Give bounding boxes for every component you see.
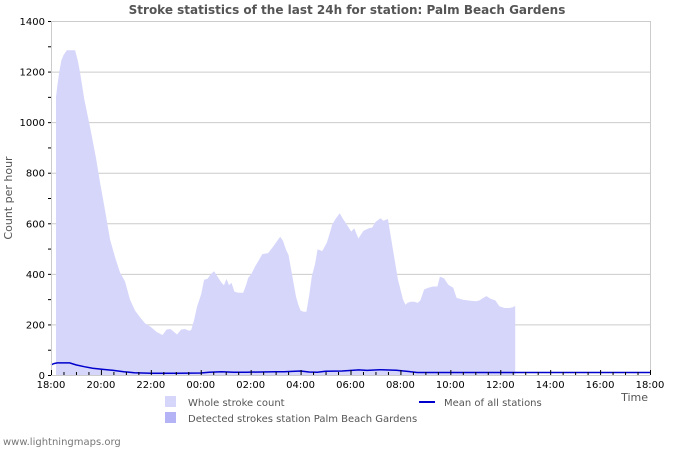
x-axis-title: Time bbox=[620, 391, 648, 404]
x-axis-ticks: 18:00 20:00 22:00 00:00 02:00 04:00 06:00 08:00… bbox=[37, 370, 665, 391]
y-tick-label: 1200 bbox=[20, 68, 45, 79]
y-tick-label: 400 bbox=[26, 270, 45, 281]
y-tick-label: 600 bbox=[26, 219, 45, 230]
x-tick-label: 04:00 bbox=[286, 380, 315, 391]
footer-credit: www.lightningmaps.org bbox=[3, 437, 121, 448]
y-tick-label: 1400 bbox=[20, 17, 45, 28]
legend-label-detected: Detected strokes station Palm Beach Gard… bbox=[188, 414, 417, 425]
x-tick-label: 12:00 bbox=[486, 380, 515, 391]
x-tick-label: 18:00 bbox=[37, 380, 66, 391]
x-tick-label: 22:00 bbox=[136, 380, 165, 391]
whole-stroke-area bbox=[55, 50, 516, 376]
x-tick-label: 02:00 bbox=[236, 380, 265, 391]
x-tick-label: 18:00 bbox=[636, 380, 665, 391]
legend: Whole stroke count Detected strokes stat… bbox=[165, 396, 542, 425]
chart-title: Stroke statistics of the last 24h for st… bbox=[129, 3, 566, 17]
legend-label-mean: Mean of all stations bbox=[444, 398, 542, 409]
y-axis-title: Count per hour bbox=[2, 156, 15, 240]
x-tick-label: 14:00 bbox=[536, 380, 565, 391]
plot-areas bbox=[55, 50, 516, 376]
x-tick-label: 16:00 bbox=[586, 380, 615, 391]
legend-swatch-whole bbox=[165, 396, 176, 407]
x-tick-label: 06:00 bbox=[336, 380, 365, 391]
x-tick-label: 10:00 bbox=[436, 380, 465, 391]
legend-label-whole: Whole stroke count bbox=[188, 398, 285, 409]
legend-swatch-detected bbox=[165, 412, 176, 423]
x-tick-label: 08:00 bbox=[386, 380, 415, 391]
axes bbox=[51, 21, 651, 376]
y-tick-label: 1000 bbox=[20, 118, 45, 129]
y-tick-label: 800 bbox=[26, 169, 45, 180]
x-tick-label: 20:00 bbox=[87, 380, 116, 391]
y-axis-ticks: 0 200 400 600 800 1000 1200 1400 bbox=[20, 17, 51, 382]
y-tick-label: 0 bbox=[39, 371, 45, 382]
x-tick-label: 00:00 bbox=[186, 380, 215, 391]
y-tick-label: 200 bbox=[26, 320, 45, 331]
